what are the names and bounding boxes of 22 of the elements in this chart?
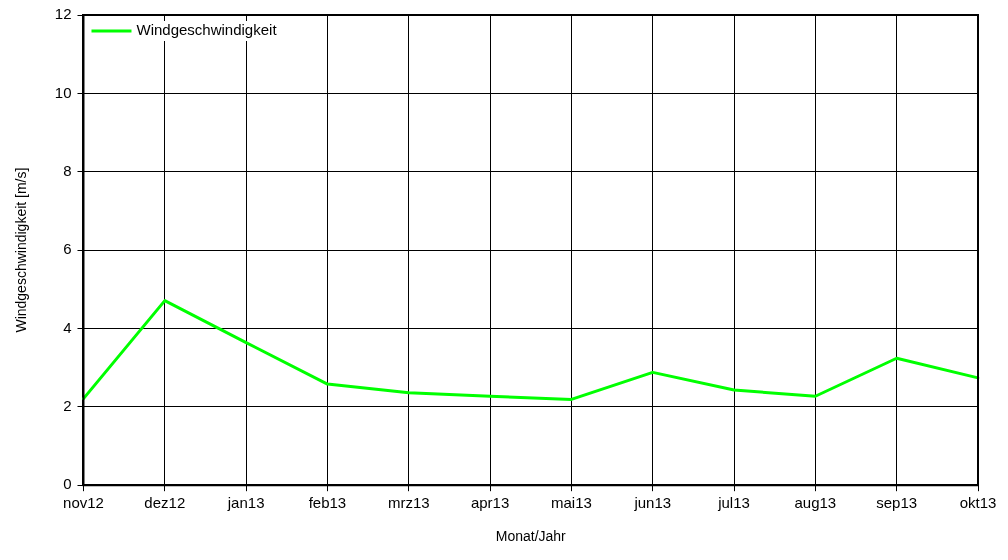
x-tick-label: apr13	[470, 494, 510, 512]
x-tick-label: jan13	[226, 494, 265, 512]
x-tick-label: jul13	[717, 494, 750, 512]
x-tick-label: feb13	[308, 494, 347, 512]
legend-label: Windgeschwindigkeit	[136, 21, 278, 39]
y-tick-label: 0	[63, 475, 72, 493]
x-tick-label: mai13	[550, 494, 592, 512]
x-tick-label: mrz13	[387, 494, 430, 512]
y-axis-title: Windgeschwindigkeit [m/s]	[13, 167, 30, 333]
x-axis-title: Monat/Jahr	[495, 528, 567, 545]
y-tick-label: 10	[54, 83, 72, 101]
x-tick-label: okt13	[959, 494, 997, 512]
x-tick-label: dez12	[144, 494, 186, 512]
y-tick-label: 8	[63, 161, 72, 179]
y-tick-label: 12	[54, 5, 72, 23]
x-tick-label: nov12	[63, 494, 104, 512]
x-tick-label: jun13	[633, 494, 672, 512]
y-tick-label: 2	[63, 396, 72, 414]
x-tick-label: aug13	[794, 494, 837, 512]
y-tick-label: 6	[63, 240, 72, 258]
x-tick-label: sep13	[876, 494, 918, 512]
y-tick-label: 4	[63, 318, 72, 336]
